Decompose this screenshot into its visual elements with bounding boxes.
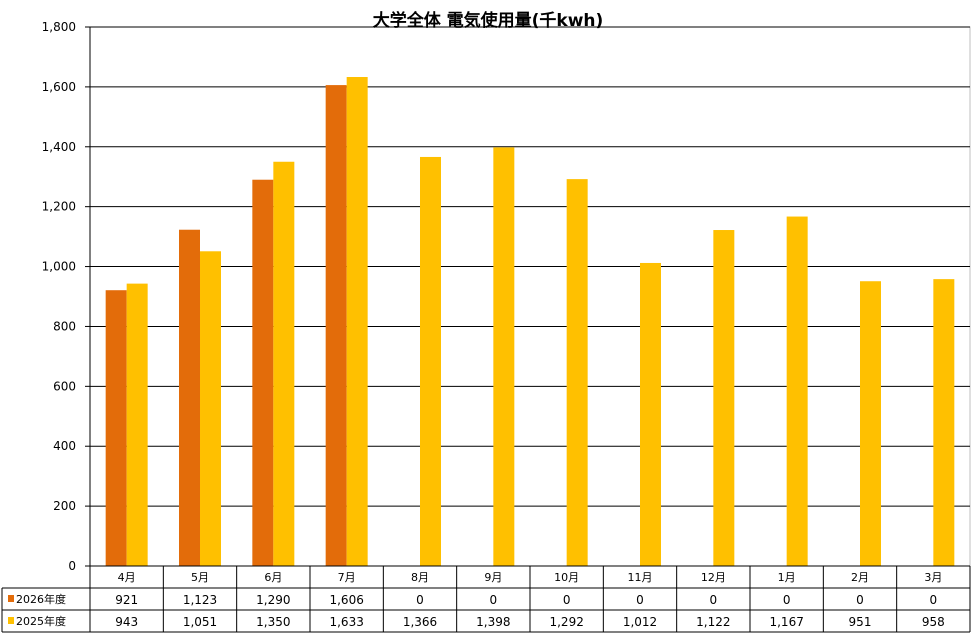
table-cell: 1,606 xyxy=(329,593,363,607)
table-cell: 0 xyxy=(783,593,791,607)
table-cell: 1,366 xyxy=(403,615,437,629)
table-cell: 943 xyxy=(115,615,138,629)
bar xyxy=(346,77,368,566)
legend-swatch xyxy=(8,595,14,602)
table-cell: 0 xyxy=(710,593,718,607)
x-tick-label: 8月 xyxy=(411,571,429,584)
table-cell: 1,123 xyxy=(183,593,217,607)
bar xyxy=(325,85,347,566)
table-cell: 951 xyxy=(849,615,872,629)
x-tick-label: 4月 xyxy=(118,571,136,584)
table-cell: 0 xyxy=(416,593,424,607)
y-tick-label: 200 xyxy=(53,499,76,513)
bar xyxy=(126,283,148,566)
table-cell: 1,350 xyxy=(256,615,290,629)
table-cell: 1,398 xyxy=(476,615,510,629)
y-tick-label: 1,800 xyxy=(42,20,76,34)
table-cell: 1,012 xyxy=(623,615,657,629)
table-cell: 1,633 xyxy=(329,615,363,629)
y-tick-label: 800 xyxy=(53,319,76,333)
x-tick-label: 3月 xyxy=(924,571,942,584)
x-tick-label: 12月 xyxy=(701,571,726,584)
bar xyxy=(640,262,661,566)
y-tick-label: 1,000 xyxy=(42,260,76,274)
table-cell: 0 xyxy=(490,593,498,607)
legend-label: 2025年度 xyxy=(16,614,66,628)
x-tick-label: 2月 xyxy=(851,571,869,584)
y-tick-label: 1,200 xyxy=(42,200,76,214)
x-tick-label: 9月 xyxy=(484,571,502,584)
bar xyxy=(566,179,588,566)
y-tick-label: 0 xyxy=(68,559,76,573)
x-tick-label: 10月 xyxy=(554,571,579,584)
table-cell: 0 xyxy=(856,593,864,607)
chart-title: 大学全体 電気使用量(千kwh) xyxy=(372,11,604,31)
table-cell: 1,122 xyxy=(696,615,730,629)
table-cell: 0 xyxy=(930,593,938,607)
x-tick-label: 6月 xyxy=(264,571,282,584)
legend-label: 2026年度 xyxy=(16,592,66,606)
x-tick-label: 5月 xyxy=(191,571,209,584)
legend-swatch xyxy=(8,617,14,624)
bar xyxy=(786,216,808,566)
table-cell: 1,167 xyxy=(769,615,803,629)
table-cell: 1,292 xyxy=(549,615,583,629)
table-cell: 0 xyxy=(563,593,571,607)
table-cell: 1,051 xyxy=(183,615,217,629)
table-cell: 921 xyxy=(115,593,138,607)
x-tick-label: 11月 xyxy=(628,571,653,584)
bar xyxy=(179,229,200,567)
x-tick-label: 7月 xyxy=(338,571,356,584)
y-tick-label: 1,600 xyxy=(42,80,76,94)
y-tick-label: 1,400 xyxy=(42,140,76,154)
bar xyxy=(860,281,881,566)
bar xyxy=(420,156,441,566)
table-cell: 0 xyxy=(636,593,644,607)
x-tick-label: 1月 xyxy=(778,571,796,584)
y-tick-label: 400 xyxy=(53,439,76,453)
bar xyxy=(493,147,515,567)
bar xyxy=(933,279,955,566)
y-tick-label: 600 xyxy=(53,379,76,393)
table-cell: 1,290 xyxy=(256,593,290,607)
table-cell: 958 xyxy=(922,615,945,629)
bar xyxy=(200,251,221,567)
bar xyxy=(713,230,735,567)
bar xyxy=(252,179,274,566)
bar xyxy=(105,290,127,566)
bar xyxy=(273,161,295,566)
plot-area xyxy=(89,26,971,567)
